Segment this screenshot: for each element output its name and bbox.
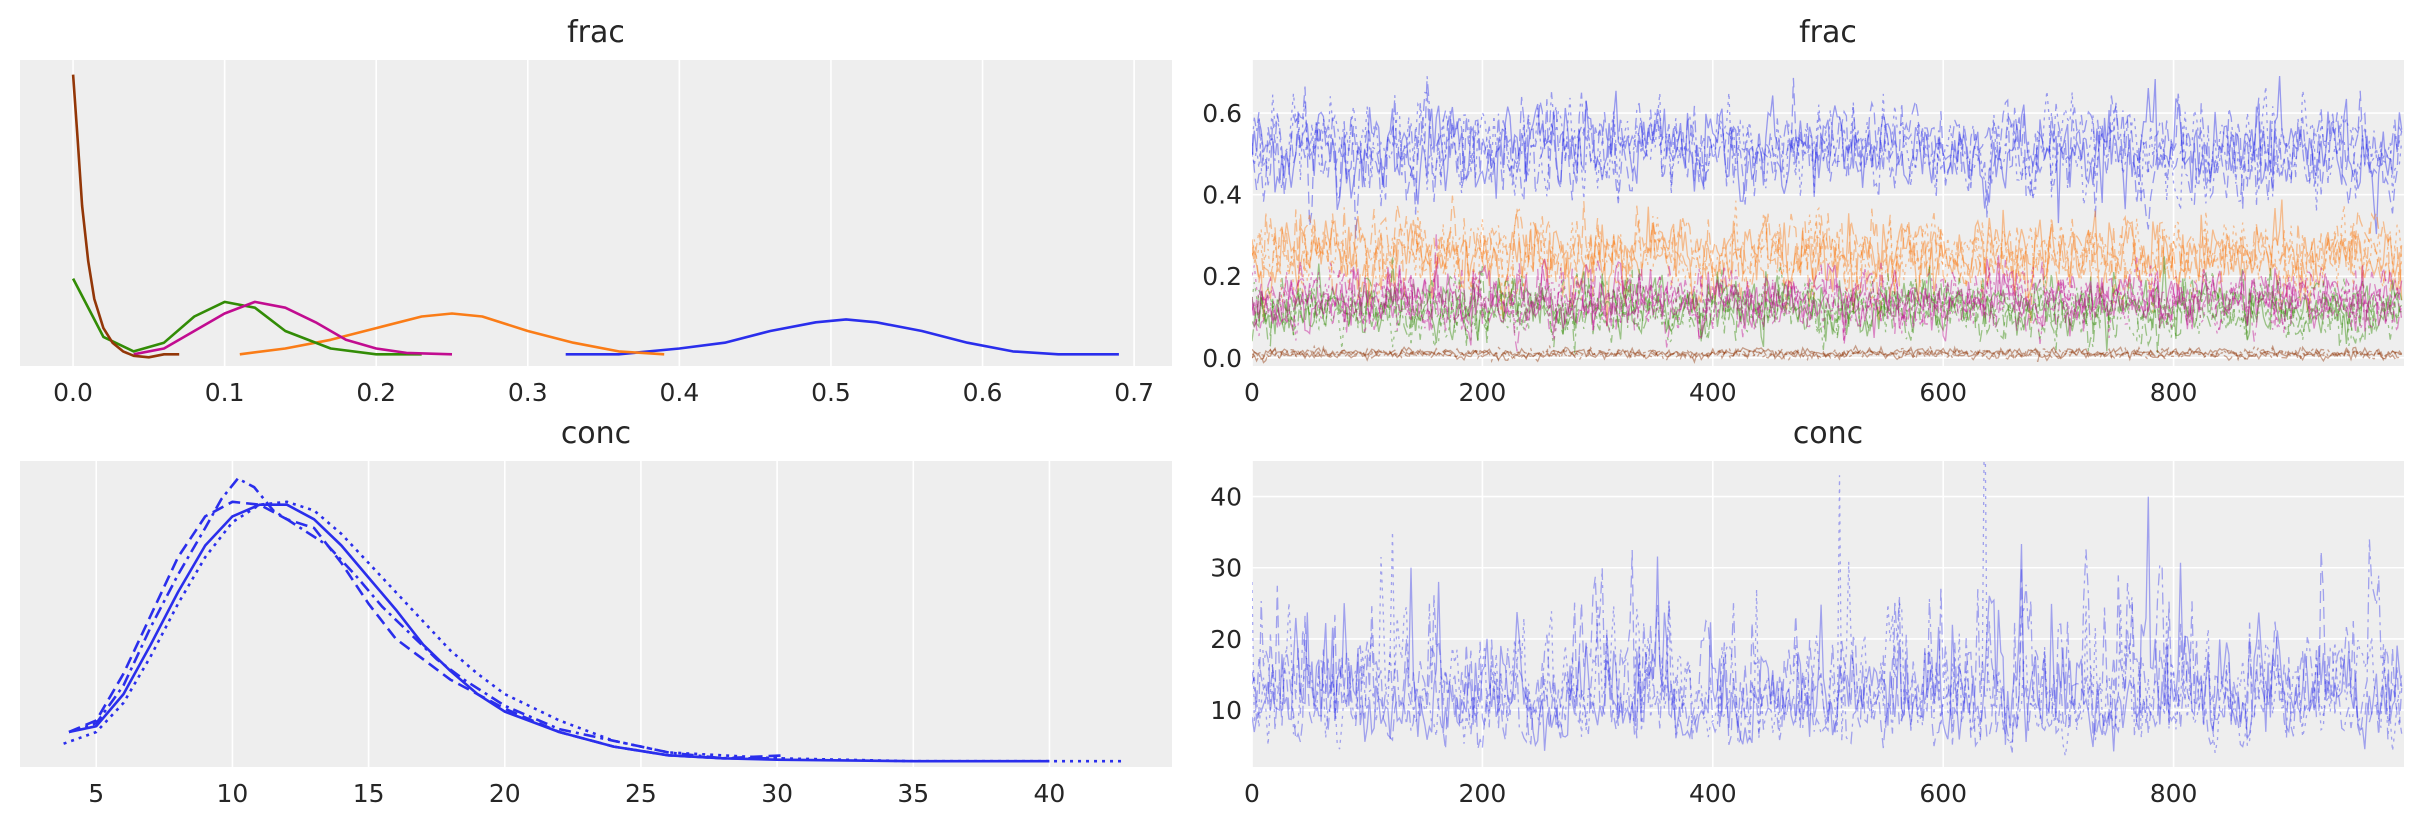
x-tick-label: 200: [1459, 779, 1507, 808]
x-tick-label: 0: [1244, 779, 1260, 808]
x-tick-label: 600: [1919, 779, 1967, 808]
plot-series: [1252, 461, 2403, 757]
y-tick-label: 0.2: [1202, 262, 1242, 291]
trace-line: [1252, 342, 2403, 364]
plot-area: [1252, 461, 2404, 767]
conc-trace-title: conc: [1793, 416, 1863, 451]
x-tick-label: 800: [2150, 378, 2198, 407]
kde-line: [565, 318, 1119, 356]
x-tick-label: 0.6: [963, 378, 1003, 407]
x-tick-label: 0.2: [356, 378, 396, 407]
x-tick-label: 0.7: [1114, 378, 1154, 407]
trace-line: [1252, 265, 2403, 349]
trace-line: [1252, 195, 2403, 325]
panel-conc-kde: conc 5 10 15 20 25 30 35 40: [20, 416, 1172, 808]
y-tick-label: 0.0: [1202, 344, 1242, 373]
plot-series: [71, 74, 1119, 359]
trace-line: [1252, 200, 2403, 318]
trace-line: [1252, 461, 2403, 757]
x-tick-label: 400: [1689, 779, 1737, 808]
trace-line: [1252, 207, 2403, 323]
trace-line: [1252, 257, 2403, 353]
x-tick-label: 0.5: [811, 378, 851, 407]
x-tick-label: 10: [217, 779, 249, 808]
x-tick-label: 400: [1689, 378, 1737, 407]
x-tick-label: 0.3: [508, 378, 548, 407]
plot-series: [63, 477, 1126, 763]
x-tick-label: 30: [761, 779, 793, 808]
x-tick-label: 0: [1244, 378, 1260, 407]
trace-line: [1252, 86, 2403, 212]
panel-conc-trace: conc 0 200 400 600 800 10 20 30 40: [1210, 416, 2404, 808]
trace-line: [1252, 199, 2403, 327]
kde-line: [68, 477, 783, 760]
panel-frac-trace: frac 0 200 400 600 800 0.0 0.2 0.4 0.6: [1202, 15, 2404, 407]
panel-frac-kde: frac 0.0 0.1 0.2 0.3 0.4 0.5 0.6 0.7: [20, 15, 1172, 407]
trace-line: [1252, 75, 2403, 235]
x-tick-label: 35: [897, 779, 929, 808]
x-tick-label: 5: [88, 779, 104, 808]
y-tick-label: 20: [1210, 625, 1242, 654]
x-tick-label: 15: [353, 779, 385, 808]
trace-line: [1252, 539, 2403, 753]
frac-kde-title: frac: [567, 15, 625, 50]
trace-line: [1252, 77, 2403, 230]
x-tick-label: 40: [1034, 779, 1066, 808]
y-tick-label: 30: [1210, 554, 1242, 583]
x-tick-label: 200: [1459, 378, 1507, 407]
trace-line: [1252, 344, 2403, 364]
plot-series: [1252, 75, 2403, 364]
kde-line: [63, 500, 1126, 763]
kde-line: [68, 503, 1050, 763]
kde-line: [71, 74, 180, 359]
y-tick-label: 40: [1210, 483, 1242, 512]
trace-line: [1252, 344, 2402, 363]
trace-line: [1252, 265, 2403, 354]
trace-line: [1252, 549, 2403, 750]
x-tick-label: 0.0: [53, 378, 93, 407]
plot-area: [1252, 60, 2404, 366]
trace-line: [1252, 76, 2403, 241]
trace-line: [1252, 256, 2402, 352]
y-tick-label: 10: [1210, 696, 1242, 725]
trace-line: [1252, 233, 2403, 352]
x-tick-label: 800: [2150, 779, 2198, 808]
x-tick-label: 0.4: [659, 378, 699, 407]
conc-kde-title: conc: [561, 416, 631, 451]
y-tick-label: 0.6: [1202, 99, 1242, 128]
x-tick-label: 25: [625, 779, 657, 808]
kde-line: [68, 500, 786, 760]
trace-line: [1252, 496, 2403, 752]
kde-line: [71, 278, 422, 356]
y-tick-label: 0.4: [1202, 181, 1242, 210]
trace-line: [1252, 261, 2403, 343]
kde-line: [133, 300, 453, 356]
x-tick-label: 0.1: [205, 378, 245, 407]
plot-area: [20, 461, 1172, 767]
trace-line: [1252, 344, 2403, 364]
plot-area: [20, 60, 1172, 366]
trace-line: [1252, 255, 2403, 346]
x-tick-label: 20: [489, 779, 521, 808]
frac-trace-title: frac: [1799, 15, 1857, 50]
x-tick-label: 600: [1919, 378, 1967, 407]
